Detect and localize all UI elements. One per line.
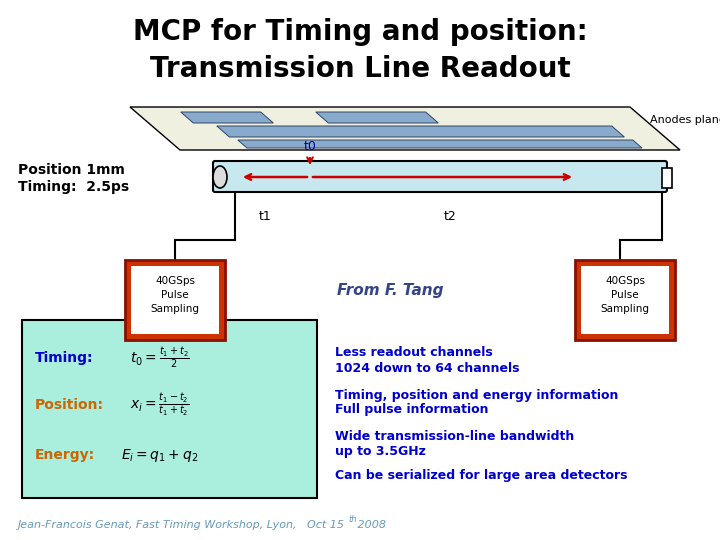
Text: Position:: Position: [35, 398, 104, 412]
Polygon shape [316, 112, 438, 123]
Polygon shape [130, 107, 680, 150]
Bar [125, 260, 225, 340]
Polygon shape [217, 126, 624, 137]
Text: Less readout channels: Less readout channels [335, 347, 492, 360]
FancyBboxPatch shape [213, 161, 667, 192]
Text: 2008: 2008 [354, 520, 386, 530]
Text: $x_i = \frac{t_1 - t_2}{t_1 + t_2}$: $x_i = \frac{t_1 - t_2}{t_1 + t_2}$ [130, 392, 190, 418]
Text: up to 3.5GHz: up to 3.5GHz [335, 446, 426, 458]
Text: Anodes plane: Anodes plane [650, 115, 720, 125]
Text: Timing, position and energy information: Timing, position and energy information [335, 388, 618, 402]
Text: t2: t2 [444, 210, 456, 223]
Text: $t_0 = \frac{t_1 + t_2}{2}$: $t_0 = \frac{t_1 + t_2}{2}$ [130, 346, 190, 370]
Text: Can be serialized for large area detectors: Can be serialized for large area detecto… [335, 469, 628, 483]
Text: Full pulse information: Full pulse information [335, 403, 488, 416]
Text: Timing:  2.5ps: Timing: 2.5ps [18, 180, 129, 194]
Text: $E_i = q_1 + q_2$: $E_i = q_1 + q_2$ [122, 447, 199, 463]
Text: Position 1mm: Position 1mm [18, 163, 125, 177]
Ellipse shape [213, 166, 227, 188]
Bar [581, 266, 669, 334]
Text: Wide transmission-line bandwidth: Wide transmission-line bandwidth [335, 430, 575, 443]
Text: MCP for Timing and position:: MCP for Timing and position: [132, 18, 588, 46]
Bar [662, 168, 672, 188]
Bar [22, 320, 317, 498]
Text: Transmission Line Readout: Transmission Line Readout [150, 55, 570, 83]
Text: t0: t0 [304, 140, 316, 153]
Text: Jean-Francois Genat, Fast Timing Workshop, Lyon,   Oct 15: Jean-Francois Genat, Fast Timing Worksho… [18, 520, 345, 530]
Text: t1: t1 [258, 210, 271, 223]
Polygon shape [238, 140, 642, 148]
Text: 40GSps
Pulse
Sampling: 40GSps Pulse Sampling [150, 276, 199, 314]
Bar [575, 260, 675, 340]
Polygon shape [181, 112, 274, 123]
Text: th: th [348, 516, 356, 524]
Text: 1024 down to 64 channels: 1024 down to 64 channels [335, 361, 520, 375]
Text: Timing:: Timing: [35, 351, 94, 365]
Text: Energy:: Energy: [35, 448, 95, 462]
Text: From F. Tang: From F. Tang [337, 282, 444, 298]
Text: 40GSps
Pulse
Sampling: 40GSps Pulse Sampling [600, 276, 649, 314]
Bar [131, 266, 219, 334]
